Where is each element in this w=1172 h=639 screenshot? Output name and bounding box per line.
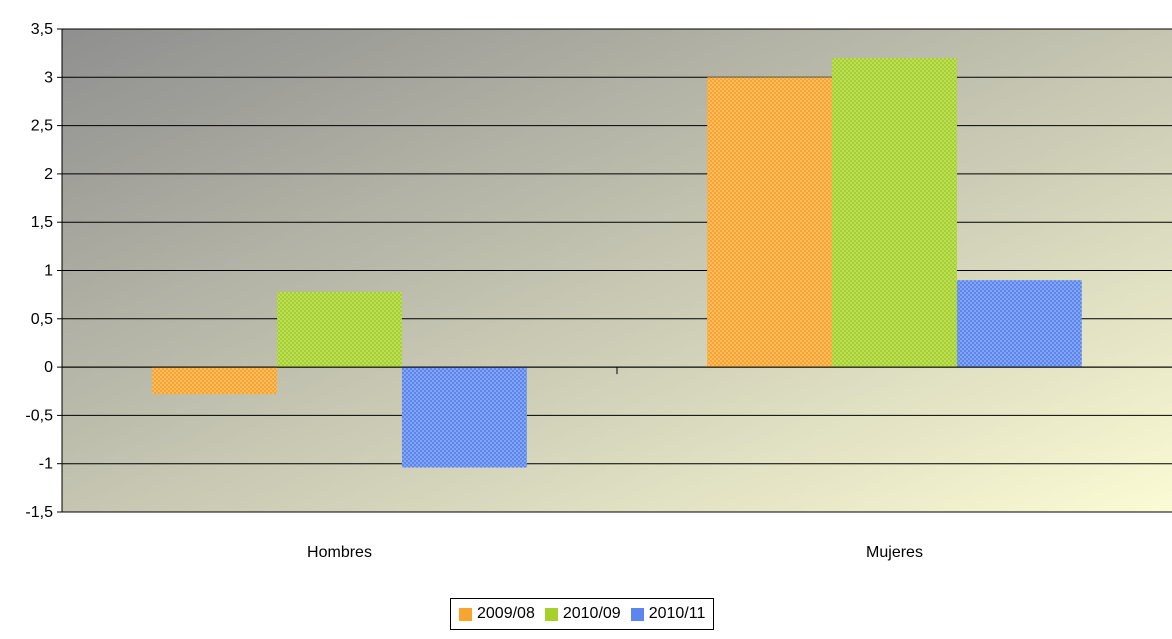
legend-item: 2009/08 xyxy=(459,605,535,623)
bar-texture xyxy=(956,280,1082,368)
y-tick-label: 0,5 xyxy=(31,311,53,328)
y-tick-label: 0 xyxy=(44,359,53,376)
bar-texture xyxy=(832,57,957,368)
y-tick-label: 3 xyxy=(44,69,53,86)
legend-label: 2009/08 xyxy=(477,605,535,622)
y-tick-label: 1,5 xyxy=(31,214,53,231)
y-tick-label: -0,5 xyxy=(25,407,53,424)
bar-chart: 3,5 3 2,5 2 1,5 1 0,5 0 -0,5 -1 -1,5 Hombres Mujere… xyxy=(25,21,1172,561)
bar-texture xyxy=(152,367,278,395)
legend-label: 2010/09 xyxy=(562,605,621,622)
y-tick-label: 2,5 xyxy=(31,118,53,135)
bar-texture xyxy=(401,367,527,468)
legend: 2009/08 2010/09 2010/11 xyxy=(450,598,715,630)
y-tick-label: 2 xyxy=(44,166,53,183)
y-tick-label: -1,5 xyxy=(25,504,53,521)
bar-texture xyxy=(277,291,402,368)
bar-texture xyxy=(707,77,833,368)
y-tick-label: 1 xyxy=(44,263,53,280)
legend-label: 2010/11 xyxy=(648,605,706,622)
y-tick-label: 3,5 xyxy=(31,21,53,38)
legend-item: 2010/09 xyxy=(544,605,621,623)
legend-swatch xyxy=(544,607,558,621)
legend-swatch xyxy=(459,607,472,621)
x-category-label: Mujeres xyxy=(866,544,923,561)
legend-item: 2010/11 xyxy=(630,605,706,623)
x-category-label: Hombres xyxy=(307,544,372,561)
y-tick-label: -1 xyxy=(39,456,53,473)
legend-swatch xyxy=(630,607,644,621)
